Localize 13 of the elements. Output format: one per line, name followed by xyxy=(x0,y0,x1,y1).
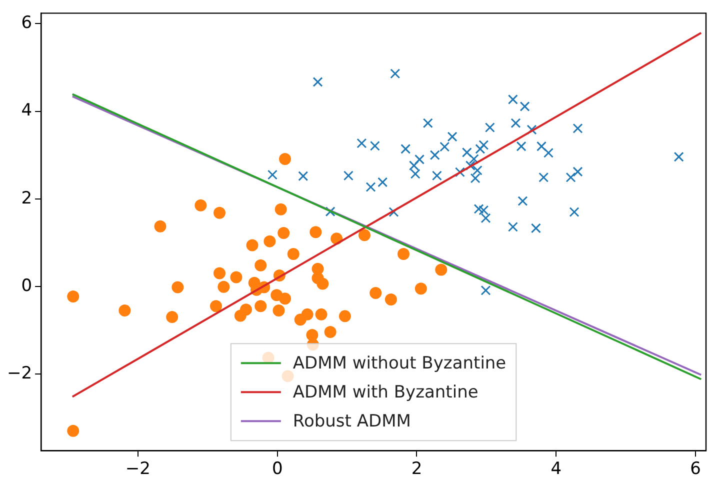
y-tick-label: 2 xyxy=(21,188,32,208)
y-tick-label: 4 xyxy=(21,100,32,121)
y-tick-label: 0 xyxy=(21,276,32,296)
x-tick-label: 6 xyxy=(690,459,701,480)
x-tick-label: 0 xyxy=(272,459,283,480)
x-tick-label: 4 xyxy=(550,459,562,480)
y-tick-label: −2 xyxy=(7,363,32,384)
legend-label: Robust ADMM xyxy=(292,412,411,432)
x-tick-label: −2 xyxy=(125,459,150,480)
x-tick-label: 2 xyxy=(411,459,422,480)
y-tick-label: 6 xyxy=(21,13,32,34)
legend-label: ADMM without Byzantine xyxy=(292,354,506,374)
legend-label: ADMM with Byzantine xyxy=(292,382,478,403)
